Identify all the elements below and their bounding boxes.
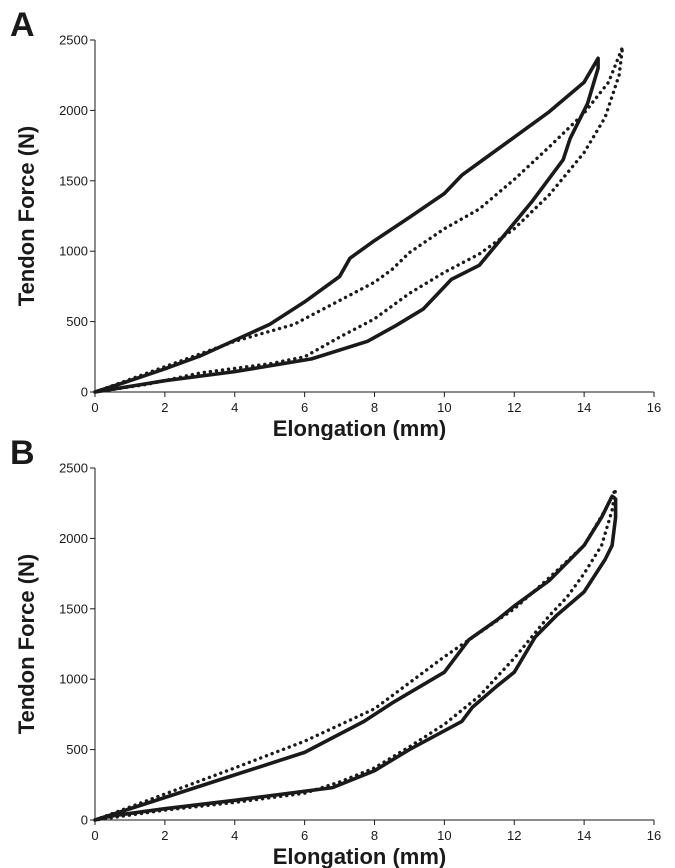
series-line-solid (93, 494, 618, 822)
y-tick-label: 1500 (59, 601, 88, 616)
x-tick-label: 8 (371, 400, 378, 415)
chart-svg: B 0 500 1000 1500 2000 2500 0 2 4 6 8 10 12 14 16 Elonga… (10, 434, 661, 868)
y-tick-label: 1000 (59, 672, 88, 687)
x-tick-label: 16 (647, 828, 661, 843)
y-tick-label: 1000 (59, 244, 88, 259)
y-tick-label: 2500 (59, 33, 88, 48)
x-tick-label: 14 (577, 828, 591, 843)
x-tick-label: 0 (91, 828, 98, 843)
x-tick-label: 10 (437, 828, 451, 843)
y-tick-label: 500 (66, 314, 88, 329)
x-tick-label: 6 (301, 828, 308, 843)
x-tick-label: 2 (161, 400, 168, 415)
x-tick-label: 8 (371, 828, 378, 843)
x-tick-label: 4 (231, 400, 238, 415)
chart-panel-b: B 0 500 1000 1500 2000 2500 0 2 4 6 8 10 12 14 16 Elonga… (0, 428, 675, 868)
chart-svg: A 0 500 1000 1500 2000 2500 0 2 4 6 8 10 12 14 16 Elonga… (10, 6, 661, 440)
y-axis-title: Tendon Force (N) (14, 554, 39, 734)
chart-panel-a: A 0 500 1000 1500 2000 2500 0 2 4 6 8 10 12 14 16 Elonga… (10, 6, 661, 440)
x-tick-label: 14 (577, 400, 591, 415)
series-line-solid (93, 56, 600, 394)
y-tick-label: 1500 (59, 173, 88, 188)
y-tick-label: 2000 (59, 531, 88, 546)
x-tick-label: 0 (91, 400, 98, 415)
x-tick-label: 4 (231, 828, 238, 843)
x-tick-label: 2 (161, 828, 168, 843)
x-axis-title: Elongation (mm) (273, 416, 447, 440)
y-tick-label: 0 (81, 813, 88, 828)
panel-letter: B (10, 434, 35, 472)
y-tick-label: 0 (81, 385, 88, 400)
y-tick-label: 2000 (59, 103, 88, 118)
x-tick-label: 6 (301, 400, 308, 415)
x-tick-label: 12 (507, 400, 521, 415)
series-line-dotted (93, 487, 618, 822)
x-tick-label: 16 (647, 400, 661, 415)
panel-letter: A (10, 6, 35, 44)
x-tick-label: 10 (437, 400, 451, 415)
y-axis-title: Tendon Force (N) (14, 126, 39, 306)
y-tick-label: 500 (66, 742, 88, 757)
series-line-dotted (93, 45, 625, 394)
x-axis-title: Elongation (mm) (273, 844, 447, 868)
x-tick-label: 12 (507, 828, 521, 843)
y-tick-label: 2500 (59, 461, 88, 476)
